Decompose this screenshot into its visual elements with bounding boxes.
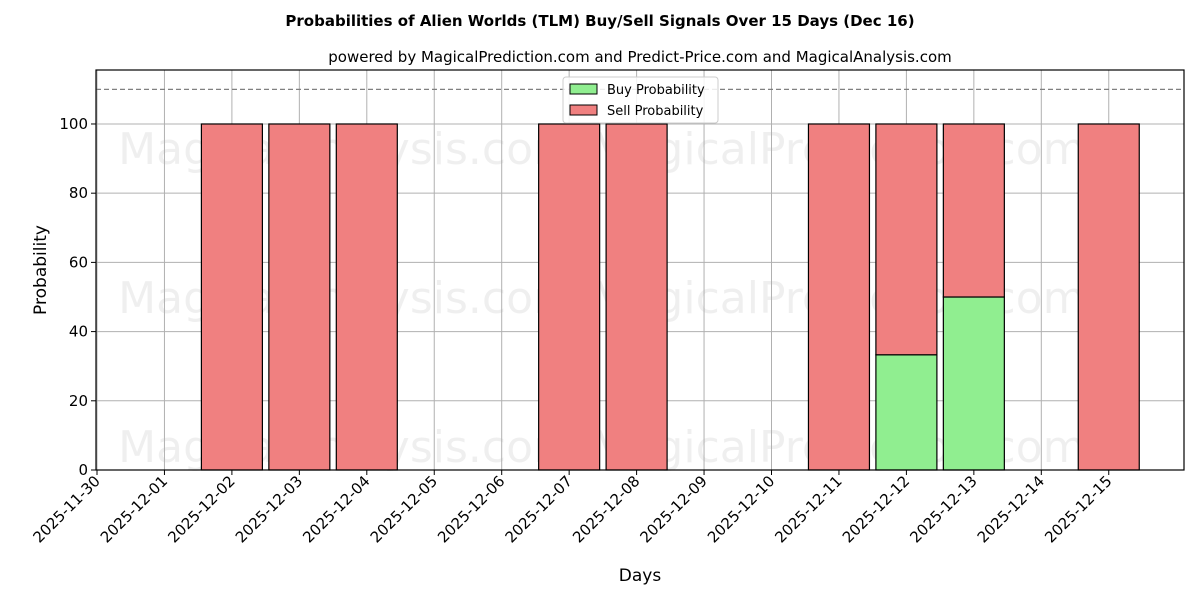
x-tick-label: 2025-12-01 bbox=[97, 472, 171, 546]
x-tick-label: 2025-12-11 bbox=[771, 472, 845, 546]
bar-buy bbox=[942, 296, 1005, 471]
legend bbox=[562, 76, 719, 124]
x-tick-label: 2025-12-14 bbox=[974, 472, 1048, 546]
y-tick-label: 100 bbox=[59, 115, 88, 133]
x-tick-label: 2025-12-08 bbox=[569, 472, 643, 546]
bar-sell bbox=[1077, 123, 1140, 471]
bar-sell bbox=[605, 123, 668, 471]
bar-sell bbox=[875, 123, 938, 356]
bar-sell bbox=[942, 123, 1005, 298]
x-tick-label: 2025-12-15 bbox=[1041, 472, 1115, 546]
bar-sell bbox=[335, 123, 398, 471]
x-tick-label: 2025-12-12 bbox=[839, 472, 913, 546]
plot-frame bbox=[95, 69, 1185, 471]
y-tick-label: 80 bbox=[69, 184, 88, 202]
x-tick-label: 2025-12-10 bbox=[704, 472, 778, 546]
bar-sell bbox=[268, 123, 331, 471]
bar-sell bbox=[538, 123, 601, 471]
x-tick-label: 2025-12-03 bbox=[232, 472, 306, 546]
y-tick-label: 40 bbox=[69, 323, 88, 341]
x-tick-label: 2025-12-02 bbox=[164, 472, 238, 546]
bar-sell bbox=[200, 123, 263, 471]
x-tick-label: 2025-12-04 bbox=[299, 472, 373, 546]
bar-buy bbox=[875, 354, 938, 471]
y-axis-label: Probability bbox=[31, 225, 51, 315]
legend-swatch bbox=[569, 83, 598, 95]
x-axis-label: Days bbox=[619, 566, 662, 586]
x-tick-label: 2025-12-05 bbox=[367, 472, 441, 546]
chart-subtitle: powered by MagicalPrediction.com and Pre… bbox=[328, 48, 952, 66]
x-tick-label: 2025-12-06 bbox=[434, 472, 508, 546]
legend-label: Buy Probability bbox=[607, 83, 705, 98]
legend-swatch bbox=[569, 104, 598, 116]
y-tick-label: 0 bbox=[78, 461, 88, 479]
y-tick-label: 20 bbox=[69, 392, 88, 410]
x-tick-label: 2025-11-30 bbox=[29, 472, 103, 546]
chart-title: Probabilities of Alien Worlds (TLM) Buy/… bbox=[285, 12, 914, 30]
legend-label: Sell Probability bbox=[607, 104, 704, 119]
x-tick-label: 2025-12-07 bbox=[502, 472, 576, 546]
y-tick-label: 60 bbox=[69, 253, 88, 271]
bar-sell bbox=[807, 123, 871, 471]
x-tick-label: 2025-12-13 bbox=[906, 472, 980, 546]
x-tick-label: 2025-12-09 bbox=[636, 472, 710, 546]
